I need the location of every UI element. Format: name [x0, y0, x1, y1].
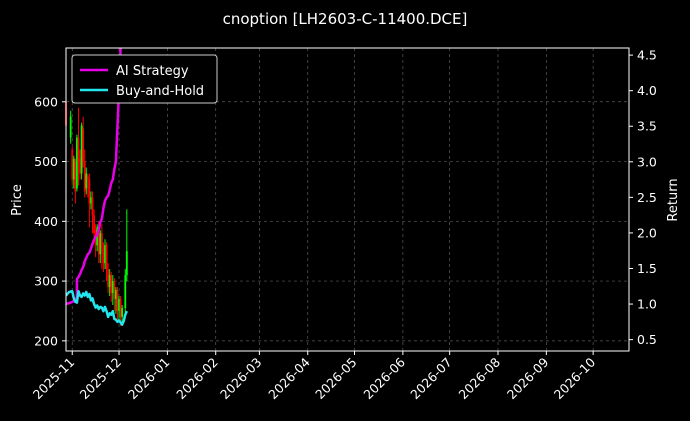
x-tick-label: 2026-02	[173, 355, 221, 403]
candle-body	[121, 307, 124, 317]
series-line-ai-strategy	[66, 48, 122, 306]
y-tick-label-left: 200	[34, 333, 58, 348]
candle-body	[107, 269, 110, 288]
candle-body	[119, 299, 122, 317]
candle-body	[91, 197, 94, 216]
series-line-buy-and-hold	[66, 290, 128, 326]
candle-body	[80, 125, 83, 174]
candle-body	[88, 179, 91, 204]
y-tick-label-right: 4.5	[637, 48, 657, 63]
candle-body	[115, 290, 117, 300]
candle-body	[83, 161, 86, 192]
x-tick-label: 2026-07	[407, 355, 455, 403]
x-tick-label: 2026-08	[456, 354, 504, 402]
candle-body	[111, 281, 114, 294]
legend-label-ai-strategy: AI Strategy	[116, 64, 189, 79]
x-tick-label: 2025-12	[77, 355, 125, 403]
candle-body	[85, 173, 88, 189]
candle-body	[110, 275, 113, 294]
x-tick-label: 2026-06	[360, 354, 408, 402]
candle-body	[71, 149, 74, 180]
candle-body	[82, 128, 85, 162]
candle-body	[90, 197, 92, 204]
candle-body	[72, 158, 75, 180]
y-tick-label-right: 1.0	[637, 297, 657, 312]
y-tick-label-right: 1.5	[637, 261, 657, 276]
candle-body	[125, 251, 128, 276]
legend-box	[71, 54, 218, 104]
y-tick-label-left: 500	[34, 154, 58, 169]
y-tick-label-right: 3.0	[637, 154, 657, 169]
candle-body	[104, 245, 106, 264]
candle-body	[93, 215, 95, 234]
candle-body	[116, 290, 119, 311]
y-tick-label-left: 300	[34, 274, 58, 289]
candle-body	[99, 233, 102, 255]
chart-title: cnoption [LH2603-C-11400.DCE]	[223, 10, 468, 28]
candle-body	[74, 161, 77, 192]
x-tick-label: 2026-01	[125, 355, 173, 403]
series-lines	[66, 48, 128, 326]
candle-body	[69, 116, 72, 138]
x-tick-label: 2026-09	[504, 354, 552, 402]
y-tick-label-right: 2.5	[637, 190, 657, 205]
candle-body	[100, 233, 103, 249]
x-tick-label: 2025-11	[30, 355, 78, 403]
x-tick-label: 2026-05	[312, 355, 360, 403]
y-tick-label-right: 4.0	[637, 83, 657, 98]
candle-body	[97, 227, 100, 255]
candle-body	[124, 275, 127, 308]
y-tick-label-right: 3.5	[637, 119, 657, 134]
y-tick-label-left: 400	[34, 214, 58, 229]
candle-body	[76, 137, 78, 189]
y-tick-label-right: 0.5	[637, 332, 657, 347]
left-y-axis: 200 300 400 500 600	[34, 94, 66, 348]
grid	[66, 48, 629, 351]
y-axis-label-right: Return	[666, 178, 681, 221]
candle-body	[113, 281, 116, 300]
y-axis-label-left: Price	[10, 184, 25, 216]
candle-body	[77, 137, 80, 162]
candle-body	[108, 275, 111, 288]
legend: AI Strategy Buy-and-Hold	[71, 54, 218, 104]
candle-body	[118, 299, 120, 311]
x-tick-label: 2026-10	[551, 354, 599, 402]
x-tick-label: 2026-04	[265, 354, 313, 402]
candle-body	[86, 176, 89, 180]
x-tick-label: 2026-03	[217, 355, 265, 403]
y-tick-label-right: 2.0	[637, 225, 657, 240]
candle-body	[105, 245, 108, 270]
legend-label-buy-and-hold: Buy-and-Hold	[116, 84, 204, 99]
plot-frame	[65, 47, 630, 352]
candle-body	[102, 248, 105, 264]
candle-body	[79, 158, 81, 174]
right-y-axis: 0.5 1.0 1.5 2.0 2.5 3.0 3.5 4.0 4.5	[629, 48, 657, 347]
y-tick-label-left: 600	[34, 94, 58, 109]
